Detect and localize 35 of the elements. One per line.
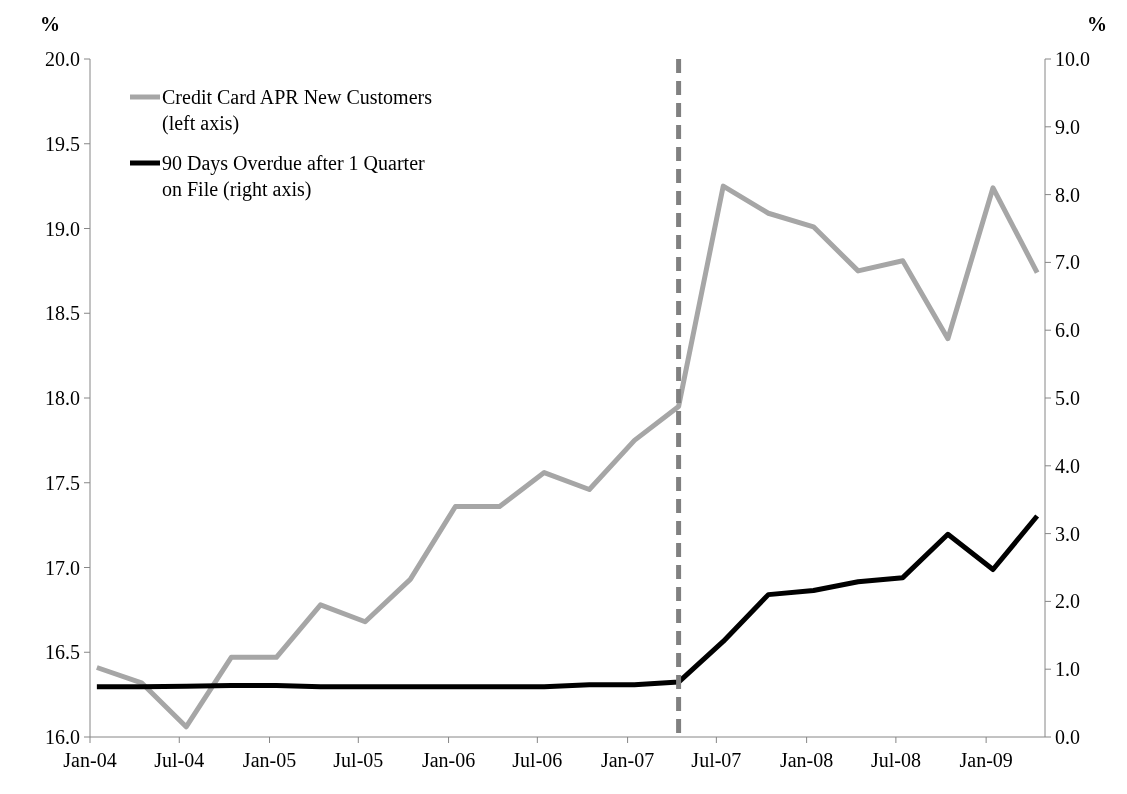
y-axis-title: % [40,13,60,35]
y-tick-label: 18.0 [45,387,80,409]
y2-tick-label: 3.0 [1055,522,1080,545]
y-tick-label: 20.0 [45,48,80,70]
x-tick-label: Jan-06 [421,749,476,771]
x-tick-label: Jul-08 [870,749,921,771]
x-tick-label: Jul-05 [333,749,384,771]
x-tick-label: Jul-04 [154,749,205,771]
y-tick-label: 18.5 [45,302,80,325]
y2-tick-label: 2.0 [1055,590,1080,613]
x-tick-label: Jan-09 [959,749,1013,771]
x-tick-label: Jul-07 [691,749,742,771]
y-tick-label: 16.5 [45,641,80,664]
y2-tick-label: 0.0 [1055,726,1080,748]
y2-tick-label: 5.0 [1055,387,1080,409]
y2-tick-label: 7.0 [1055,251,1080,274]
y2-tick-label: 1.0 [1055,658,1080,681]
y-tick-label: 17.0 [45,556,80,579]
y2-tick-label: 4.0 [1055,454,1080,477]
y-tick-label: 19.5 [45,132,80,155]
legend-label: 90 Days Overdue after 1 Quarter on File (right axis) [162,152,426,201]
y-tick-label: 16.0 [45,726,80,748]
y2-tick-label: 6.0 [1055,319,1080,342]
x-tick-label: Jan-07 [600,749,655,771]
legend-label: Credit Card APR New Customers (left axis) [162,86,433,135]
y2-tick-label: 10.0 [1055,48,1090,70]
y2-tick-label: 8.0 [1055,183,1080,206]
x-tick-label: Jan-04 [63,749,117,771]
y2-tick-label: 9.0 [1055,115,1080,138]
x-tick-label: Jul-06 [512,749,563,771]
y-tick-label: 17.5 [45,471,80,494]
y2-axis-title: % [1087,13,1107,35]
x-tick-label: Jan-08 [779,749,834,771]
x-tick-label: Jan-05 [242,749,297,771]
y-tick-label: 19.0 [45,217,80,240]
